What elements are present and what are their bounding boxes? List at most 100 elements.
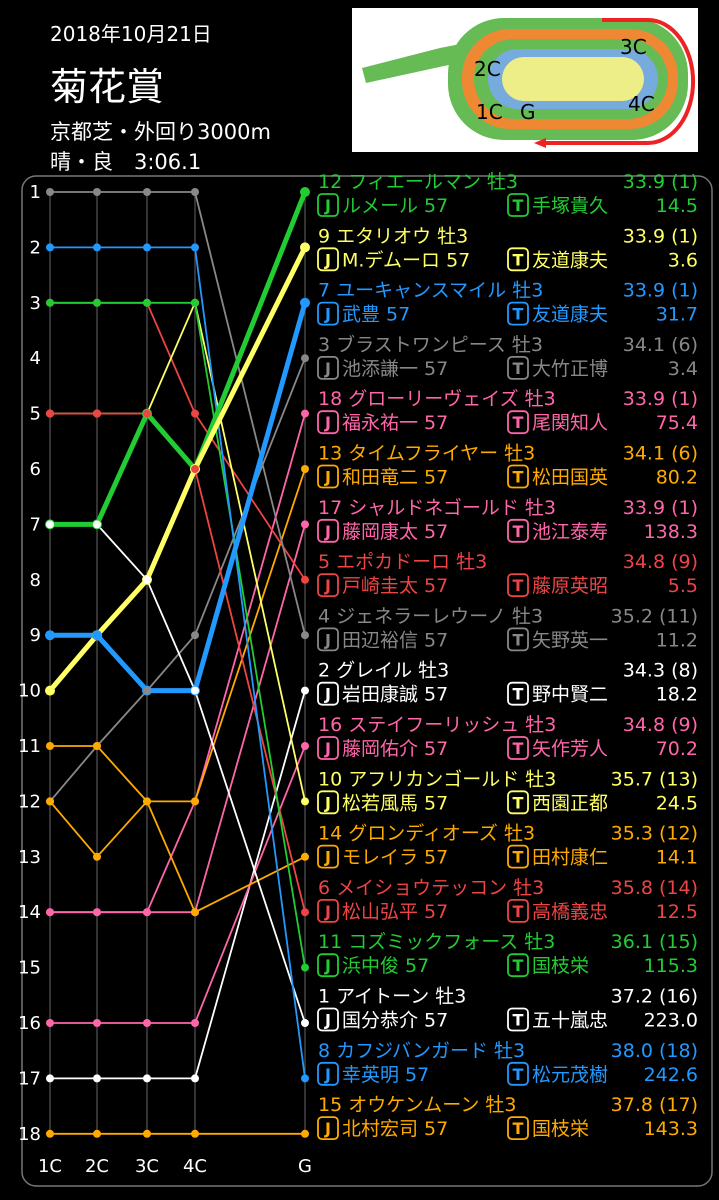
y-tick-label: 2 xyxy=(30,237,41,258)
chart-frame xyxy=(21,175,713,1187)
legend: 12 フィエールマン 牡3 33.9 (1) J ルメール 57 T 手塚貴久 14.5 9 … xyxy=(317,171,698,1140)
legend-odds: 5.5 xyxy=(668,575,698,597)
legend-horse-name: 13 タイムフライヤー 牡3 xyxy=(318,443,535,465)
trainer-icon xyxy=(507,410,529,435)
series-point xyxy=(143,409,151,418)
x-tick-label: G xyxy=(298,1156,312,1177)
series-point xyxy=(93,298,101,307)
legend-horse-name: 16 ステイフーリッシュ 牡3 xyxy=(318,714,556,736)
legend-trainer: 五十嵐忠 xyxy=(532,1010,608,1032)
legend-entry: 4 ジェネラーレウーノ 牡3 35.2 (11) J 田辺裕信 57 T 矢野英一 11.2 xyxy=(317,605,698,652)
legend-last3f: 33.9 (1) xyxy=(623,280,698,302)
legend-entry: 17 シャルドネゴールド 牡3 33.9 (1) J 藤岡康太 57 T 池江泰寿 138.… xyxy=(317,497,698,543)
trainer-icon xyxy=(507,1061,529,1086)
legend-jockey: ルメール 57 xyxy=(342,195,448,217)
course-map-label: 2C xyxy=(474,57,501,81)
legend-horse-name: 17 シャルドネゴールド 牡3 xyxy=(318,497,556,519)
y-tick-label: 16 xyxy=(18,1013,41,1034)
legend-entry: 12 フィエールマン 牡3 33.9 (1) J ルメール 57 T 手塚貴久 14.5 xyxy=(317,171,698,217)
legend-last3f: 35.8 (14) xyxy=(611,877,698,899)
trainer-icon xyxy=(507,736,529,760)
legend-horse-name: 4 ジェネラーレウーノ 牡3 xyxy=(318,605,543,627)
y-tick-label: 5 xyxy=(30,404,41,425)
series-point xyxy=(191,908,199,917)
trainer-mark: T xyxy=(513,685,524,704)
legend-entry: 5 エポカドーロ 牡3 34.8 (9) J 戸崎圭太 57 T 藤原英昭 5.5 xyxy=(317,551,698,597)
trainer-mark: T xyxy=(513,522,524,541)
series-point xyxy=(143,243,151,252)
legend-jockey: 藤岡佑介 57 xyxy=(342,738,448,760)
series-point xyxy=(191,465,199,473)
legend-last3f: 38.0 (18) xyxy=(611,1040,698,1062)
series-point xyxy=(301,1129,309,1138)
legend-jockey: M.デムーロ 57 xyxy=(342,249,470,271)
legend-horse-name: 3 ブラストワンピース 牡3 xyxy=(318,333,543,356)
legend-entry: 7 ユーキャンスマイル 牡3 33.9 (1) J 武豊 57 T 友道康夫 31.7 xyxy=(317,280,698,326)
series-point xyxy=(46,409,54,418)
jockey-mark: J xyxy=(324,359,331,378)
trainer-icon xyxy=(507,464,529,489)
series-line xyxy=(50,302,308,694)
series-point xyxy=(301,963,309,972)
legend-horse-name: 9 エタリオウ 牡3 xyxy=(318,225,468,247)
legend-odds: 24.5 xyxy=(656,792,698,814)
legend-trainer: 矢作芳人 xyxy=(532,738,608,760)
trainer-mark: T xyxy=(513,956,524,975)
jockey-icon xyxy=(317,247,339,272)
race-title: 菊花賞 xyxy=(50,65,165,109)
series-point xyxy=(46,188,54,196)
series-point xyxy=(143,797,151,806)
jockey-icon xyxy=(317,681,339,706)
trainer-icon xyxy=(507,193,529,217)
series-point xyxy=(46,298,54,307)
trainer-icon xyxy=(507,1007,529,1032)
y-tick-label: 4 xyxy=(30,348,41,369)
trainer-mark: T xyxy=(513,305,524,324)
series-point xyxy=(301,797,309,806)
legend-odds: 14.5 xyxy=(656,195,698,217)
series-point xyxy=(143,1019,151,1027)
legend-jockey: 松山弘平 57 xyxy=(342,901,448,923)
jockey-mark: J xyxy=(324,1119,331,1138)
jockey-icon xyxy=(317,953,339,978)
jockey-icon xyxy=(317,627,339,652)
legend-horse-name: 18 グローリーヴェイズ 牡3 xyxy=(318,388,556,410)
legend-trainer: 松元茂樹 xyxy=(532,1064,608,1086)
y-tick-label: 10 xyxy=(18,681,41,702)
legend-entry: 2 グレイル 牡3 34.3 (8) J 岩田康誠 57 T 野中賢二 18.2 xyxy=(317,660,698,706)
trainer-mark: T xyxy=(513,739,524,758)
x-tick-label: 2C xyxy=(85,1156,109,1177)
jockey-mark: J xyxy=(324,793,331,812)
series-point xyxy=(93,243,101,252)
series-point xyxy=(191,1074,199,1083)
legend-trainer: 野中賢二 xyxy=(532,684,608,706)
course-map-label: 4C xyxy=(628,92,655,116)
legend-horse-name: 10 アフリカンゴールド 牡3 xyxy=(318,768,556,790)
jockey-mark: J xyxy=(324,1065,331,1084)
course-map-infield xyxy=(502,57,644,101)
series-point xyxy=(301,575,309,584)
series-point xyxy=(143,1074,151,1083)
legend-horse-name: 7 ユーキャンスマイル 牡3 xyxy=(318,280,543,302)
series-point xyxy=(301,1074,309,1083)
legend-last3f: 34.1 (6) xyxy=(623,443,698,465)
legend-entry: 3 ブラストワンピース 牡3 34.1 (6) J 池添謙一 57 T 大竹正博 3.4 xyxy=(317,333,698,380)
jockey-mark: J xyxy=(324,685,331,704)
y-tick-label: 3 xyxy=(30,293,41,314)
series-point xyxy=(46,797,54,806)
legend-last3f: 36.1 (15) xyxy=(611,931,698,953)
series-line xyxy=(50,413,306,914)
legend-entry: 9 エタリオウ 牡3 33.9 (1) J M.デムーロ 57 T 友道康夫 3.6 xyxy=(317,225,698,272)
legend-entry: 15 オウケンムーン 牡3 37.8 (17) J 北村宏司 57 T 国枝栄 143.3 xyxy=(317,1094,698,1140)
legend-entry: 10 アフリカンゴールド 牡3 35.7 (13) J 松若風馬 57 T 西園正都 24.… xyxy=(317,768,698,814)
series-line xyxy=(50,690,306,1080)
trainer-mark: T xyxy=(513,196,524,215)
series-point xyxy=(301,686,309,695)
trainer-mark: T xyxy=(513,793,524,812)
jockey-mark: J xyxy=(324,522,331,541)
legend-last3f: 33.9 (1) xyxy=(623,388,698,410)
jockey-icon xyxy=(317,464,339,489)
legend-last3f: 35.3 (12) xyxy=(611,823,698,845)
legend-trainer: 西園正都 xyxy=(532,792,608,814)
trainer-mark: T xyxy=(513,250,524,269)
